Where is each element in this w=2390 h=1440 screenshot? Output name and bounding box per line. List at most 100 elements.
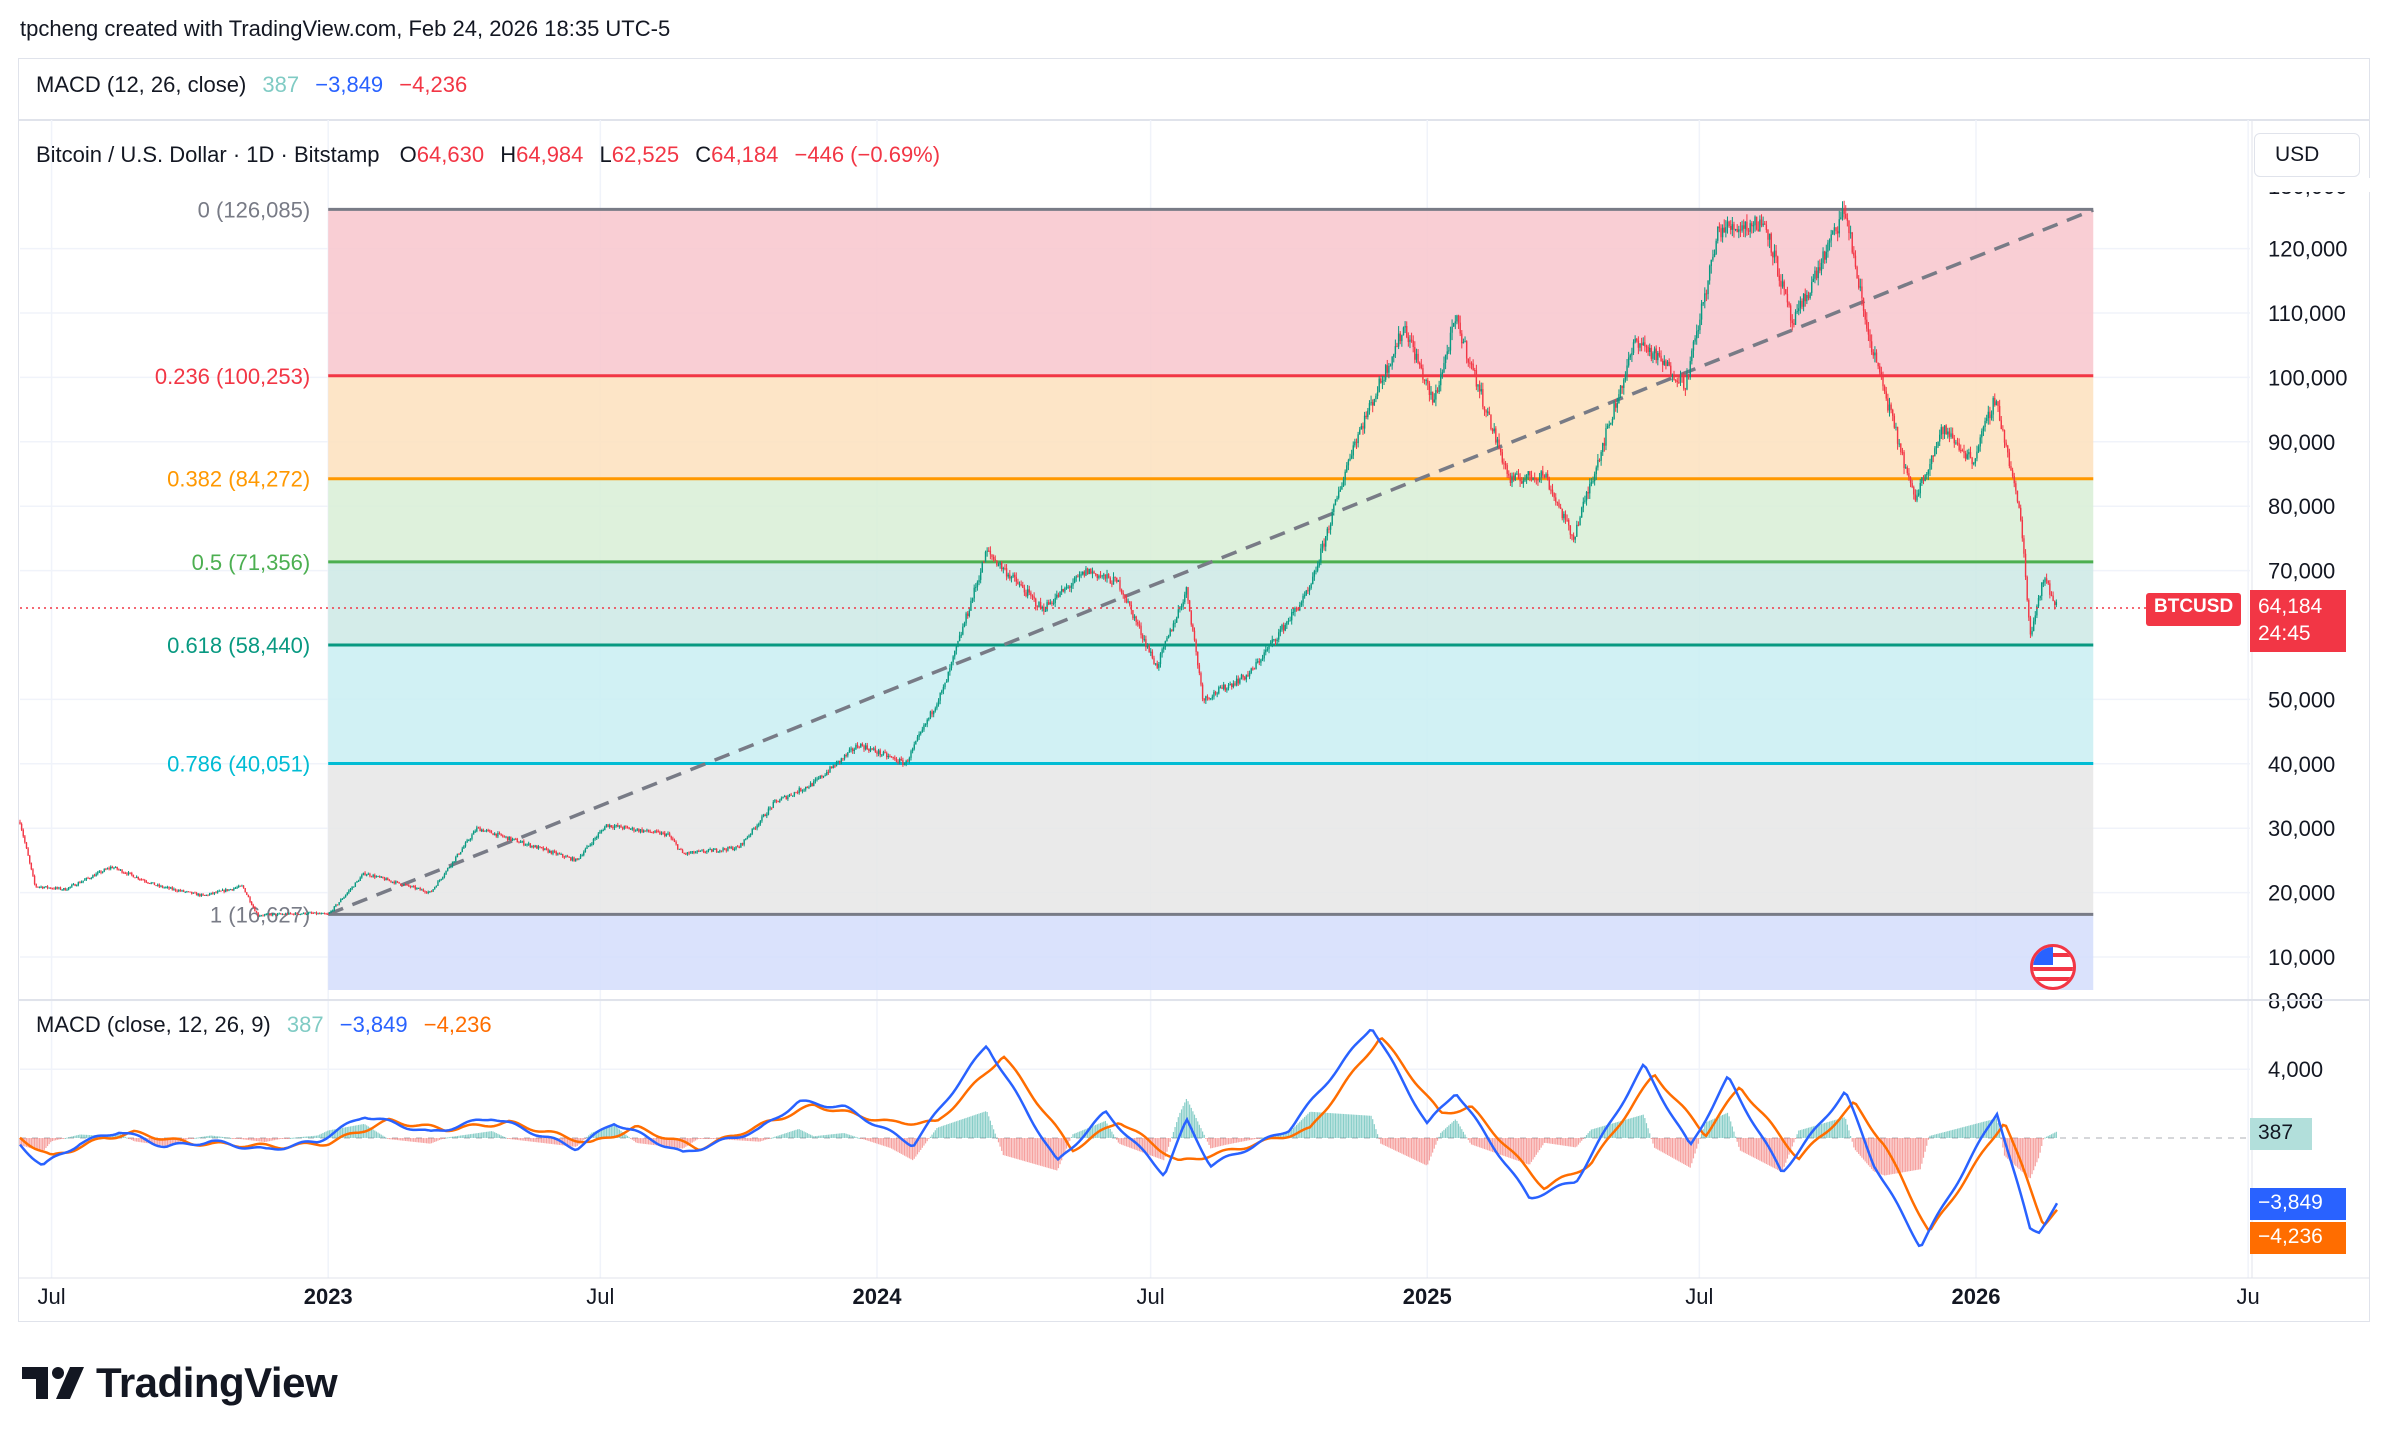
macd-histogram-bar (1182, 1105, 1184, 1138)
candle-body (1524, 478, 1526, 481)
macd-legend[interactable]: MACD (close, 12, 26, 9) 387 −3,849 −4,23… (36, 1012, 492, 1038)
top-macd-title: MACD (12, 26, close) (36, 72, 247, 97)
candle-body (1082, 571, 1084, 575)
macd-histogram-bar (137, 1138, 139, 1142)
candle-body (672, 838, 674, 841)
macd-histogram-bar (1401, 1138, 1403, 1154)
candle-body (1214, 691, 1217, 694)
candle-body (1009, 574, 1011, 579)
macd-histogram-bar (1291, 1129, 1293, 1138)
macd-histogram-bar (573, 1138, 575, 1147)
macd-histogram-bar (746, 1138, 748, 1141)
macd-histogram-bar (1469, 1138, 1471, 1143)
macd-histogram-bar (1632, 1117, 1635, 1138)
macd-histogram-bar (293, 1137, 295, 1139)
macd-histogram-bar (1594, 1128, 1596, 1138)
macd-histogram-bar (1193, 1114, 1196, 1138)
macd-histogram-bar (1952, 1129, 1954, 1138)
candle-body (646, 829, 648, 831)
macd-histogram-bar (1519, 1138, 1521, 1162)
macd-histogram-bar (1731, 1126, 1733, 1138)
candle-body (1773, 250, 1776, 258)
candle-body (1295, 608, 1298, 610)
macd-histogram-bar (1234, 1138, 1236, 1144)
macd-histogram-bar (1663, 1138, 1665, 1154)
macd-histogram-bar (1671, 1138, 1673, 1158)
candle-body (774, 800, 776, 802)
macd-histogram-bar (131, 1138, 133, 1141)
macd-histogram-bar (1845, 1118, 1847, 1138)
candle-body (529, 843, 531, 848)
macd-histogram-bar (1385, 1138, 1387, 1146)
top-macd-legend[interactable]: MACD (12, 26, close) 387 −3,849 −4,236 (36, 72, 467, 98)
macd-histogram-bar (2020, 1138, 2022, 1171)
macd-histogram-bar (532, 1138, 535, 1142)
macd-histogram-bar (1969, 1125, 1972, 1138)
candle-body (795, 792, 797, 794)
time-tick-label: Jul (1685, 1284, 1713, 1309)
macd-histogram-bar (733, 1138, 736, 1141)
candle-body (1211, 696, 1214, 699)
candle-body (296, 912, 298, 915)
candle-body (903, 763, 906, 765)
macd-histogram-bar (1705, 1122, 1708, 1138)
macd-histogram-bar (905, 1138, 907, 1157)
candle-body (440, 878, 442, 881)
candle-body (1260, 659, 1262, 663)
top-macd-strip (18, 58, 2370, 120)
macd-histogram-bar (950, 1122, 953, 1138)
candle-body (1171, 629, 1173, 631)
candle-body (278, 913, 280, 915)
candle-body (719, 850, 721, 852)
candle-body (1819, 267, 1821, 271)
candle-body (1357, 434, 1359, 444)
macd-histogram-bar (1242, 1138, 1244, 1142)
fibonacci-retracement[interactable]: 0 (126,085)0.236 (100,253)0.382 (84,272)… (155, 197, 2094, 990)
candle-body (2008, 452, 2011, 467)
candle-body (515, 838, 517, 840)
candle-body (2031, 630, 2033, 635)
macd-histogram-bar (1995, 1118, 1997, 1138)
macd-histogram-bar (1574, 1138, 1576, 1148)
candle-body (336, 904, 339, 906)
candle-body (27, 848, 29, 856)
trend-line[interactable] (327, 208, 2094, 916)
macd-histogram-bar (1145, 1138, 1147, 1154)
macd-histogram-bar (638, 1138, 640, 1144)
candle-body (1812, 278, 1815, 283)
candle-body (348, 890, 350, 893)
macd-histogram-bar (1918, 1138, 1920, 1170)
macd-histogram-bar (681, 1138, 684, 1149)
symbol-legend[interactable]: Bitcoin / U.S. Dollar · 1D · Bitstamp O6… (36, 142, 940, 168)
macd-histogram-bar (903, 1138, 906, 1156)
candle-body (1282, 625, 1285, 631)
macd-histogram-bar (1642, 1114, 1644, 1138)
macd-histogram-bar (1538, 1138, 1541, 1151)
candle-body (1017, 581, 1019, 585)
tradingview-logo[interactable]: TradingView (22, 1358, 338, 1408)
candle-body (323, 913, 326, 915)
candle-body (754, 828, 757, 830)
us-flag-event-icon[interactable] (2030, 944, 2076, 990)
macd-histogram-bar (1470, 1138, 1473, 1145)
candle-body (2042, 582, 2045, 584)
macd-histogram-bar (262, 1138, 264, 1142)
candle-body (2047, 580, 2049, 584)
candle-body (1208, 697, 1210, 699)
macd-histogram-bar (1122, 1138, 1124, 1146)
macd-histogram-bar (416, 1138, 418, 1143)
macd-histogram-bar (2041, 1138, 2043, 1147)
candle-body (1271, 639, 1273, 643)
candle-body (1177, 609, 1179, 618)
candle-body (90, 878, 92, 880)
macd-histogram-bar (1958, 1128, 1960, 1138)
currency-button[interactable]: USD (2254, 133, 2360, 177)
macd-histogram-bar (814, 1136, 817, 1138)
macd-histogram-bar (1219, 1138, 1222, 1147)
macd-histogram-bar (900, 1138, 902, 1154)
macd-histogram-bar (126, 1137, 128, 1139)
candle-body (106, 868, 109, 870)
macd-histogram-bar (1999, 1131, 2001, 1138)
candle-body (803, 789, 805, 791)
